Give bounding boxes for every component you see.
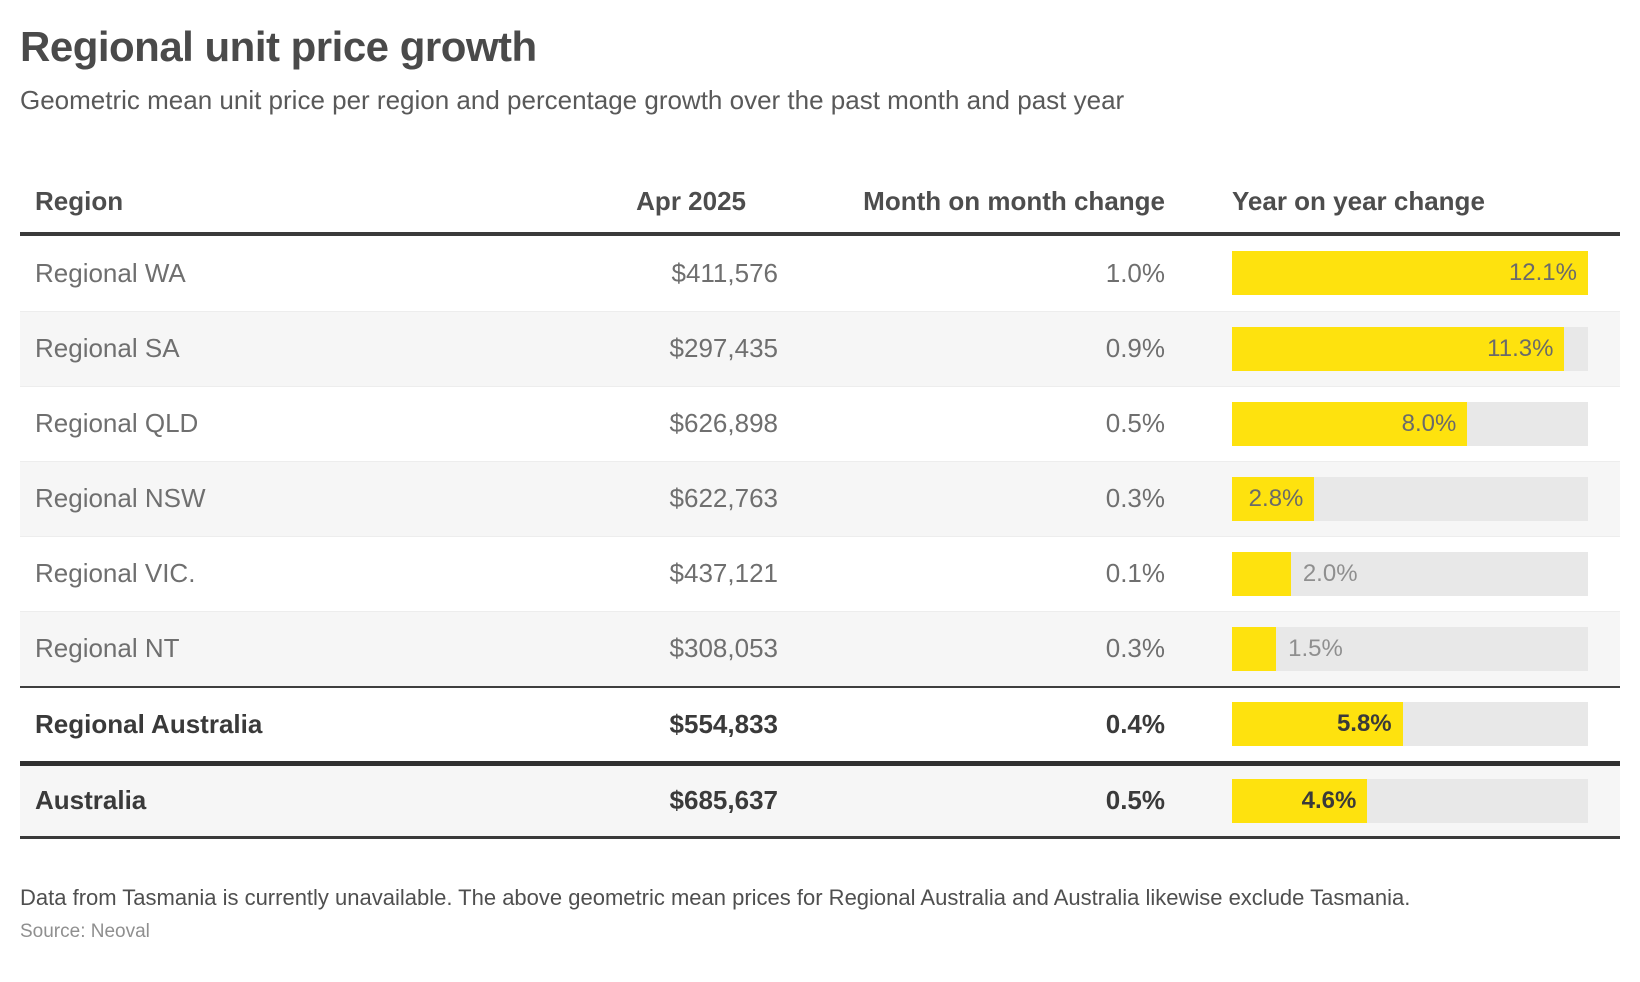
region-cell: Australia [35, 785, 147, 816]
region-cell: Regional SA [35, 333, 180, 364]
month-change-cell: 0.5% [1105, 408, 1165, 439]
region-cell: Regional WA [35, 257, 186, 288]
price-cell: $622,763 [669, 483, 778, 514]
table-row: Regional VIC. $437,121 0.1% 2.0% [20, 535, 1620, 611]
region-cell: Regional VIC. [35, 558, 196, 589]
column-header-apr-2025: Apr 2025 [636, 186, 746, 217]
yoy-bar-label: 11.3% [1487, 334, 1554, 362]
footnote: Data from Tasmania is currently unavaila… [20, 884, 1411, 910]
yoy-bar-track: 12.1% [1232, 251, 1588, 296]
region-cell: Regional QLD [35, 408, 199, 439]
column-header-year-on-year-change: Year on year change [1232, 186, 1485, 217]
year-change-cell: 2.8% [1165, 476, 1620, 521]
chart-title: Regional unit price growth [20, 23, 537, 70]
yoy-bar-fill: 11.3% [1232, 326, 1565, 371]
yoy-bar-track: 5.8% [1232, 702, 1588, 747]
table-row: Regional NSW $622,763 0.3% 2.8% [20, 460, 1620, 536]
price-cell: $685,637 [669, 785, 778, 816]
yoy-bar-track: 4.6% [1232, 778, 1588, 823]
table-header-row: Region Apr 2025 Month on month change Ye… [20, 162, 1620, 236]
table-row: Regional SA $297,435 0.9% 11.3% [20, 310, 1620, 386]
table-row: Regional WA $411,576 1.0% 12.1% [20, 235, 1620, 311]
month-change-cell: 0.9% [1105, 333, 1165, 364]
year-change-cell: 1.5% [1165, 626, 1620, 671]
price-cell: $297,435 [669, 333, 778, 364]
year-change-cell: 11.3% [1165, 326, 1620, 371]
yoy-bar-label: 4.6% [1301, 786, 1357, 814]
price-growth-table: Region Apr 2025 Month on month change Ye… [20, 162, 1620, 839]
yoy-bar-fill: 12.1% [1232, 251, 1588, 296]
yoy-bar-fill [1232, 551, 1291, 596]
year-change-cell: 12.1% [1165, 251, 1620, 296]
yoy-bar-label: 2.8% [1248, 484, 1304, 512]
yoy-bar-fill [1232, 626, 1277, 671]
table-row-total-australia: Australia $685,637 0.5% 4.6% [20, 760, 1620, 836]
price-cell: $308,053 [669, 633, 778, 664]
month-change-cell: 1.0% [1105, 257, 1165, 288]
price-cell: $626,898 [669, 408, 778, 439]
chart-container: Regional unit price growth Geometric mea… [0, 22, 1640, 943]
table-row-total-regional-australia: Regional Australia $554,833 0.4% 5.8% [20, 685, 1620, 761]
table-row: Regional NT $308,053 0.3% 1.5% [20, 610, 1620, 686]
yoy-bar-track: 11.3% [1232, 326, 1588, 371]
yoy-bar-track: 2.0% [1232, 551, 1588, 596]
yoy-bar-track: 2.8% [1232, 476, 1588, 521]
year-change-cell: 5.8% [1165, 702, 1620, 747]
source-credit: Source: Neoval [20, 921, 150, 943]
table-body: Regional WA $411,576 1.0% 12.1% Regional… [20, 235, 1620, 839]
month-change-cell: 0.4% [1105, 708, 1165, 739]
month-change-cell: 0.3% [1105, 633, 1165, 664]
yoy-bar-fill: 8.0% [1232, 401, 1468, 446]
yoy-bar-fill: 2.8% [1232, 476, 1315, 521]
yoy-bar-track: 1.5% [1232, 626, 1588, 671]
year-change-cell: 2.0% [1165, 551, 1620, 596]
price-cell: $411,576 [671, 257, 778, 288]
yoy-bar-fill: 5.8% [1232, 702, 1403, 747]
yoy-bar-label: 8.0% [1401, 409, 1457, 437]
table-row: Regional QLD $626,898 0.5% 8.0% [20, 385, 1620, 461]
region-cell: Regional Australia [35, 708, 263, 739]
region-cell: Regional NT [35, 633, 180, 664]
year-change-cell: 4.6% [1165, 778, 1620, 823]
price-cell: $554,833 [669, 708, 778, 739]
yoy-bar-label: 2.0% [1302, 559, 1358, 587]
column-header-month-on-month-change: Month on month change [863, 186, 1165, 217]
yoy-bar-label: 1.5% [1288, 634, 1343, 662]
yoy-bar-fill: 4.6% [1232, 778, 1368, 823]
yoy-bar-label: 12.1% [1508, 259, 1577, 287]
column-header-region: Region [35, 186, 124, 217]
month-change-cell: 0.3% [1105, 483, 1165, 514]
month-change-cell: 0.1% [1105, 558, 1165, 589]
month-change-cell: 0.5% [1105, 785, 1165, 816]
yoy-bar-track: 8.0% [1232, 401, 1588, 446]
chart-subtitle: Geometric mean unit price per region and… [20, 84, 1125, 115]
year-change-cell: 8.0% [1165, 401, 1620, 446]
price-cell: $437,121 [669, 558, 778, 589]
region-cell: Regional NSW [35, 483, 206, 514]
yoy-bar-label: 5.8% [1336, 710, 1392, 738]
